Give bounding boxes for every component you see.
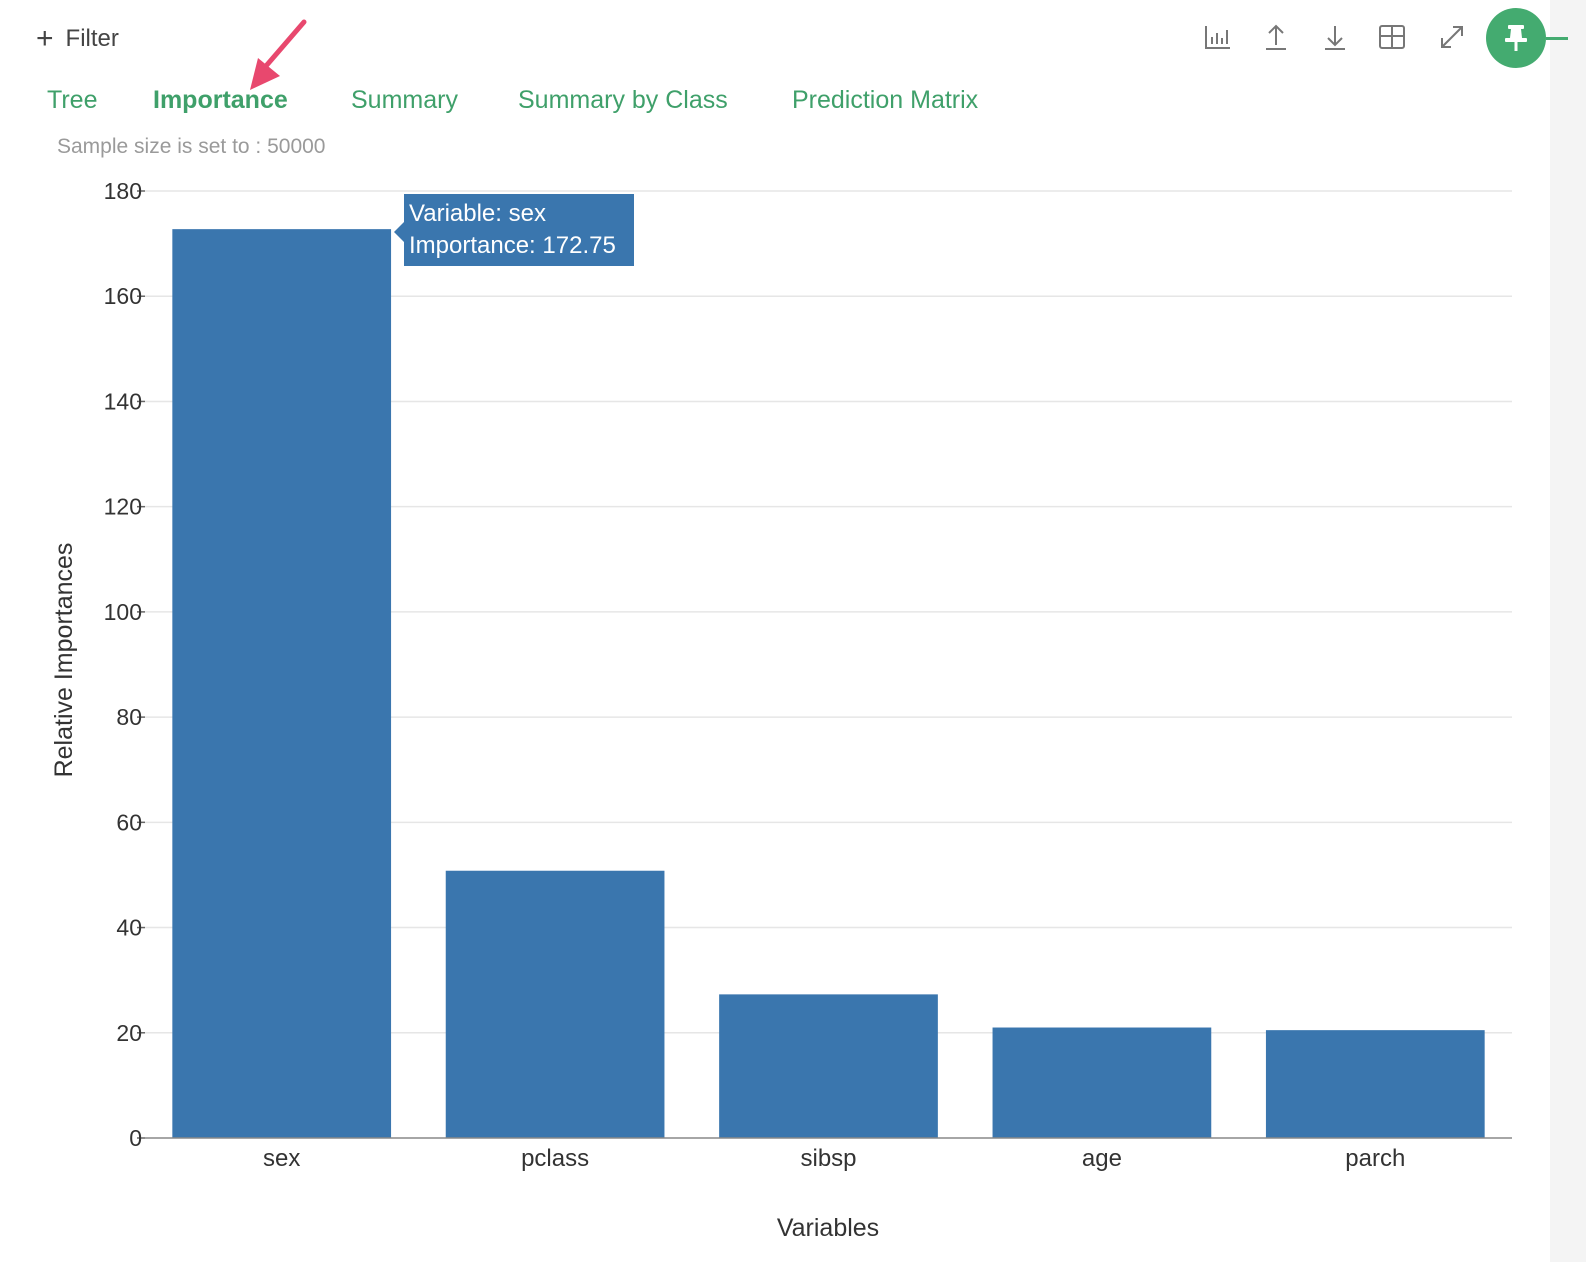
bar-tooltip: Variable: sex Importance: 172.75 xyxy=(394,194,634,266)
tooltip-variable: Variable: sex xyxy=(409,200,546,227)
tab-tree[interactable]: Tree xyxy=(47,86,98,114)
filter-label: Filter xyxy=(65,25,119,52)
download-icon[interactable] xyxy=(1313,18,1357,56)
x-tick-label: sex xyxy=(263,1145,300,1172)
bar-sex[interactable] xyxy=(172,229,392,1138)
bar-pclass[interactable] xyxy=(445,870,665,1138)
x-tick-label: pclass xyxy=(521,1145,589,1172)
tooltip-importance: Importance: 172.75 xyxy=(409,232,616,259)
upload-icon[interactable] xyxy=(1254,18,1298,56)
add-filter-button[interactable]: + Filter xyxy=(36,22,119,56)
y-tick-label: 180 xyxy=(104,178,142,204)
x-tick-label: age xyxy=(1082,1145,1122,1172)
y-tick-label: 0 xyxy=(129,1125,142,1151)
tab-importance[interactable]: Importance xyxy=(153,86,288,114)
bar-parch[interactable] xyxy=(1265,1030,1485,1138)
x-tick-label: sibsp xyxy=(800,1145,856,1172)
x-axis-label: Variables xyxy=(777,1214,879,1242)
right-panel-edge xyxy=(1550,0,1586,1262)
tab-summary-by-class[interactable]: Summary by Class xyxy=(518,86,728,114)
x-tick-label: parch xyxy=(1345,1145,1405,1172)
y-tick-label: 160 xyxy=(104,283,142,309)
plus-icon: + xyxy=(36,22,54,55)
y-tick-label: 140 xyxy=(104,388,142,414)
pin-icon xyxy=(1505,25,1527,51)
expand-icon[interactable] xyxy=(1430,18,1474,56)
y-tick-label: 20 xyxy=(116,1020,142,1046)
pin-button[interactable] xyxy=(1486,8,1546,68)
annotation-arrow-icon xyxy=(250,19,307,90)
bar-chart-icon[interactable] xyxy=(1196,18,1240,56)
result-tabs: Tree Importance Summary Summary by Class… xyxy=(0,86,1100,126)
bar-sibsp[interactable] xyxy=(719,994,938,1138)
bar-age[interactable] xyxy=(992,1027,1212,1138)
y-tick-label: 120 xyxy=(104,494,142,520)
pin-connector xyxy=(1546,37,1568,40)
chart-toolbar xyxy=(1196,18,1486,56)
tab-summary[interactable]: Summary xyxy=(351,86,458,114)
sample-size-note: Sample size is set to : 50000 xyxy=(57,135,326,158)
y-axis-label: Relative Importances xyxy=(50,543,78,778)
table-grid-icon[interactable] xyxy=(1370,18,1414,56)
y-tick-label: 80 xyxy=(116,704,142,730)
y-tick-label: 40 xyxy=(116,915,142,941)
y-tick-label: 60 xyxy=(116,809,142,835)
y-tick-label: 100 xyxy=(104,599,142,625)
tab-prediction-matrix[interactable]: Prediction Matrix xyxy=(792,86,979,114)
